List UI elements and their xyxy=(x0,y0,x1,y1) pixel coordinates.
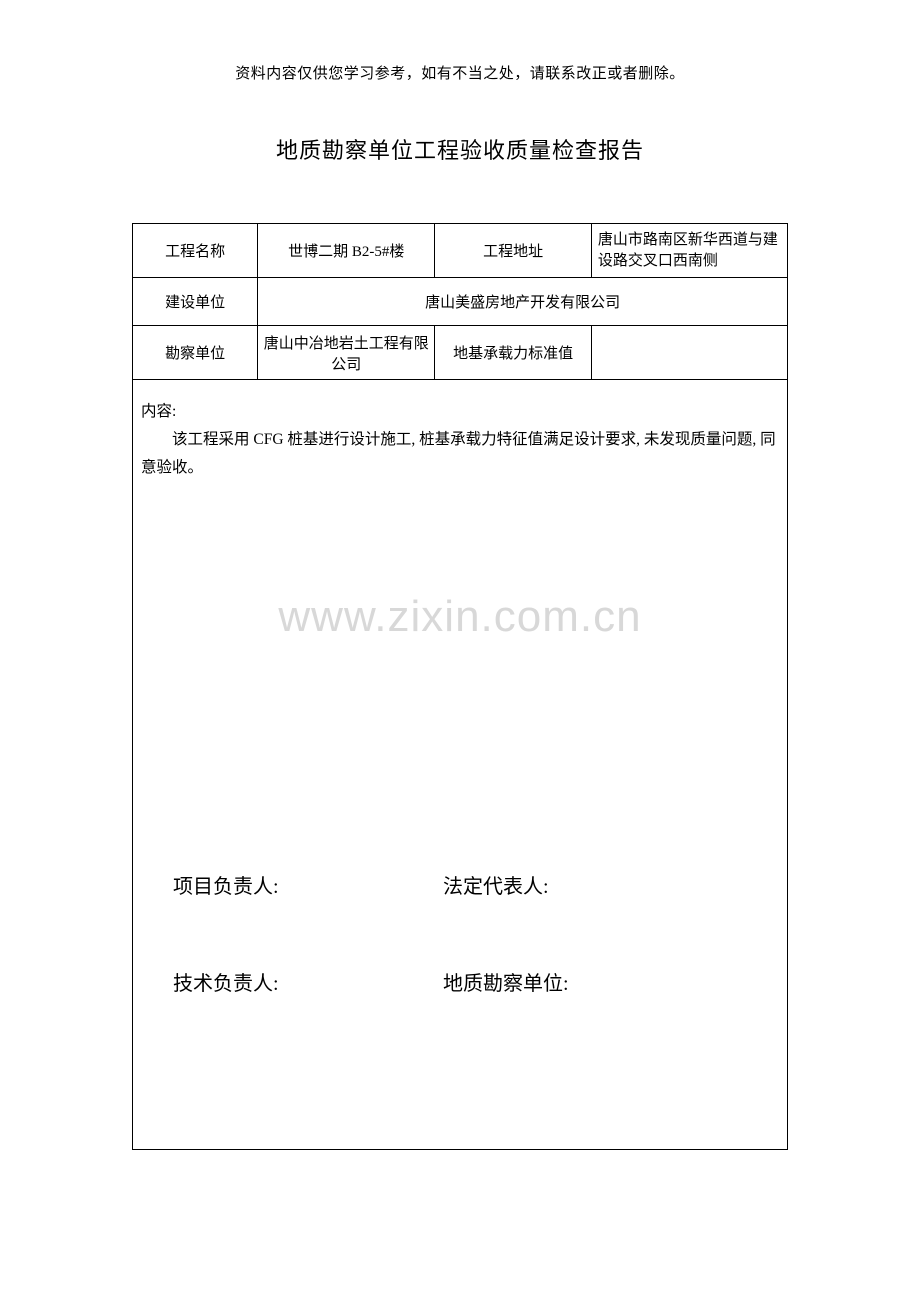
report-table-container: 工程名称 世博二期 B2-5#楼 工程地址 唐山市路南区新华西道与建设路交叉口西… xyxy=(132,223,788,1150)
tech-leader-label: 技术负责人: xyxy=(163,967,443,996)
project-address-label: 工程地址 xyxy=(435,224,591,278)
project-name-label: 工程名称 xyxy=(133,224,258,278)
signatures-block: 项目负责人: 法定代表人: 技术负责人: 地质勘察单位: xyxy=(133,870,787,1064)
table-row: 勘察单位 唐山中冶地岩土工程有限公司 地基承载力标准值 xyxy=(133,326,788,380)
geo-survey-unit-label: 地质勘察单位: xyxy=(443,967,757,996)
content-inner: 内容: 该工程采用 CFG 桩基进行设计施工, 桩基承载力特征值满足设计要求, … xyxy=(133,380,787,482)
signature-row: 技术负责人: 地质勘察单位: xyxy=(163,967,757,996)
report-table: 工程名称 世博二期 B2-5#楼 工程地址 唐山市路南区新华西道与建设路交叉口西… xyxy=(132,223,788,1150)
content-cell: 内容: 该工程采用 CFG 桩基进行设计施工, 桩基承载力特征值满足设计要求, … xyxy=(133,380,788,1150)
survey-unit-value: 唐山中冶地岩土工程有限公司 xyxy=(258,326,435,380)
legal-rep-label: 法定代表人: xyxy=(443,870,757,899)
project-name-value: 世博二期 B2-5#楼 xyxy=(258,224,435,278)
watermark: www.zixin.com.cn xyxy=(133,592,787,642)
construction-unit-value: 唐山美盛房地产开发有限公司 xyxy=(258,278,788,326)
foundation-bearing-value xyxy=(591,326,787,380)
content-label: 内容: xyxy=(141,398,779,426)
construction-unit-label: 建设单位 xyxy=(133,278,258,326)
survey-unit-label: 勘察单位 xyxy=(133,326,258,380)
foundation-bearing-label: 地基承载力标准值 xyxy=(435,326,591,380)
page-title: 地质勘察单位工程验收质量检查报告 xyxy=(0,83,920,165)
signature-row: 项目负责人: 法定代表人: xyxy=(163,870,757,899)
content-text: 该工程采用 CFG 桩基进行设计施工, 桩基承载力特征值满足设计要求, 未发现质… xyxy=(141,426,779,482)
content-row: 内容: 该工程采用 CFG 桩基进行设计施工, 桩基承载力特征值满足设计要求, … xyxy=(133,380,788,1150)
header-note: 资料内容仅供您学习参考，如有不当之处，请联系改正或者删除。 xyxy=(0,0,920,83)
table-row: 工程名称 世博二期 B2-5#楼 工程地址 唐山市路南区新华西道与建设路交叉口西… xyxy=(133,224,788,278)
project-address-value: 唐山市路南区新华西道与建设路交叉口西南侧 xyxy=(591,224,787,278)
project-leader-label: 项目负责人: xyxy=(163,870,443,899)
table-row: 建设单位 唐山美盛房地产开发有限公司 xyxy=(133,278,788,326)
